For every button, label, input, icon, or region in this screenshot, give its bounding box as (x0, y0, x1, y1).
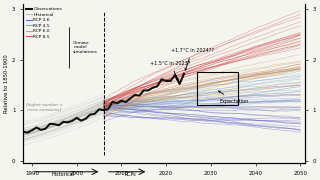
Text: Historical: Historical (52, 172, 75, 177)
Y-axis label: Relative to 1850-1900: Relative to 1850-1900 (4, 54, 9, 113)
Bar (197, 72, 238, 105)
Text: +1.5°C in 2023?: +1.5°C in 2023? (150, 61, 191, 80)
Text: Expectation: Expectation (219, 91, 249, 104)
Text: Climate
model
simulations: Climate model simulations (73, 40, 98, 54)
Text: [higher number =
 more emissions]: [higher number = more emissions] (26, 103, 63, 111)
Text: RCPs: RCPs (124, 172, 136, 177)
Text: +1.7°C in 2024??: +1.7°C in 2024?? (171, 48, 213, 70)
Legend: Observations, Historical, RCP 2.6, RCP 4.5, RCP 6.0, RCP 8.5: Observations, Historical, RCP 2.6, RCP 4… (25, 6, 63, 39)
